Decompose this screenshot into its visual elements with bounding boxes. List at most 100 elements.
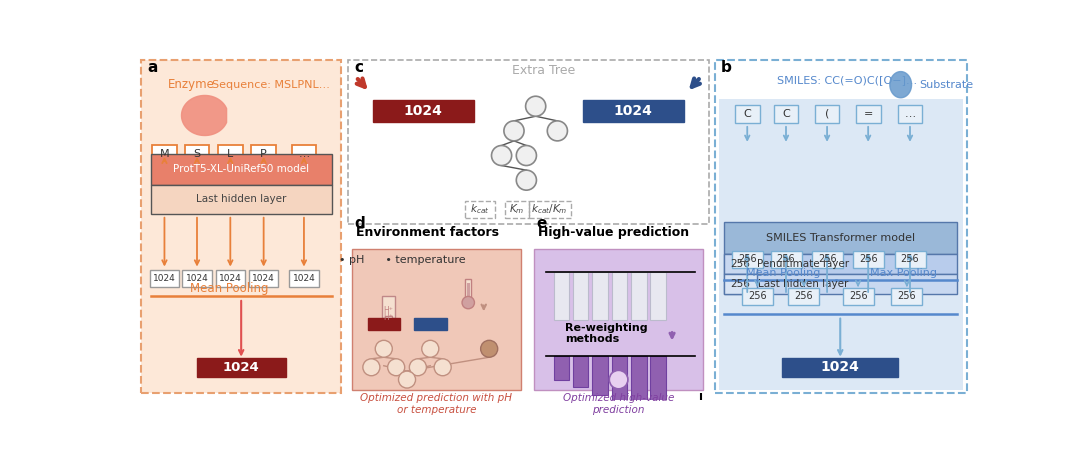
- Text: L: L: [227, 149, 233, 159]
- Polygon shape: [890, 71, 912, 98]
- Text: 256: 256: [777, 255, 795, 264]
- Bar: [292, 145, 316, 163]
- Bar: [724, 254, 757, 274]
- Bar: [373, 100, 474, 122]
- Bar: [150, 154, 332, 185]
- Bar: [842, 288, 874, 305]
- Text: 1024: 1024: [613, 104, 652, 118]
- Text: 256: 256: [795, 291, 813, 301]
- Circle shape: [388, 359, 405, 376]
- Bar: [348, 60, 708, 224]
- Bar: [855, 105, 880, 123]
- Text: Mean Pooling: Mean Pooling: [746, 268, 821, 277]
- Text: 1024: 1024: [293, 274, 315, 283]
- Bar: [650, 272, 666, 320]
- Bar: [252, 145, 276, 163]
- Circle shape: [422, 340, 438, 357]
- Text: Last hidden layer: Last hidden layer: [758, 279, 848, 289]
- Text: 256: 256: [738, 255, 757, 264]
- Bar: [732, 251, 762, 268]
- Text: 256: 256: [901, 255, 919, 264]
- Bar: [715, 60, 967, 393]
- Bar: [150, 185, 332, 214]
- Text: …: …: [298, 149, 310, 159]
- Text: Enzyme: Enzyme: [168, 78, 215, 91]
- Bar: [724, 254, 957, 274]
- Text: $K_m$: $K_m$: [510, 202, 525, 216]
- Bar: [631, 272, 647, 320]
- Circle shape: [526, 96, 545, 116]
- Bar: [197, 358, 286, 377]
- Bar: [185, 145, 210, 163]
- Bar: [382, 296, 394, 318]
- Bar: [367, 318, 400, 330]
- Bar: [465, 279, 471, 303]
- Text: b: b: [721, 60, 732, 75]
- Text: C: C: [782, 109, 789, 119]
- Text: Environment factors: Environment factors: [356, 226, 499, 239]
- Bar: [572, 272, 589, 320]
- Text: 256: 256: [748, 291, 767, 301]
- Bar: [465, 201, 495, 218]
- Text: H⁺: H⁺: [383, 306, 393, 315]
- Text: 1024: 1024: [404, 104, 443, 118]
- Bar: [742, 288, 773, 305]
- Bar: [141, 60, 341, 393]
- Bar: [414, 318, 446, 330]
- Text: d: d: [354, 216, 365, 231]
- Bar: [289, 270, 319, 287]
- Bar: [592, 272, 608, 320]
- Bar: [788, 288, 820, 305]
- Bar: [467, 282, 470, 299]
- Text: P: P: [260, 149, 267, 159]
- Circle shape: [409, 359, 427, 376]
- Bar: [611, 357, 627, 403]
- Bar: [718, 98, 962, 390]
- Text: (: (: [825, 109, 829, 119]
- Text: S: S: [193, 149, 201, 159]
- Text: Re-weighting
methods: Re-weighting methods: [565, 322, 648, 344]
- Bar: [811, 251, 842, 268]
- Text: ProtT5-XL-UniRef50 model: ProtT5-XL-UniRef50 model: [173, 164, 309, 174]
- Text: 256: 256: [730, 279, 751, 289]
- Text: $k_{cat}/ K_m$: $k_{cat}/ K_m$: [531, 202, 568, 216]
- Bar: [554, 357, 569, 379]
- Bar: [897, 105, 922, 123]
- Bar: [724, 274, 957, 294]
- Text: c: c: [354, 60, 363, 75]
- Bar: [891, 288, 922, 305]
- Bar: [852, 251, 883, 268]
- Bar: [583, 100, 684, 122]
- Text: =: =: [864, 109, 873, 119]
- Circle shape: [504, 121, 524, 141]
- Bar: [529, 201, 571, 218]
- Text: e: e: [537, 216, 546, 231]
- Text: 1024: 1024: [253, 274, 275, 283]
- Text: 256: 256: [849, 291, 867, 301]
- Text: a: a: [147, 60, 158, 75]
- Text: 1024: 1024: [219, 274, 242, 283]
- Bar: [770, 251, 801, 268]
- Bar: [216, 270, 245, 287]
- Bar: [572, 357, 589, 387]
- Circle shape: [434, 359, 451, 376]
- Bar: [218, 145, 243, 163]
- Circle shape: [399, 371, 416, 388]
- Text: High-value prediction: High-value prediction: [538, 226, 689, 239]
- Text: Last hidden layer: Last hidden layer: [195, 194, 286, 204]
- Bar: [724, 222, 957, 254]
- Text: Substrate: Substrate: [919, 79, 973, 90]
- Text: Mean Pooling: Mean Pooling: [190, 282, 269, 295]
- Text: M: M: [160, 149, 170, 159]
- Text: 1024: 1024: [222, 361, 259, 374]
- Circle shape: [491, 145, 512, 166]
- Circle shape: [462, 296, 474, 309]
- Text: …: …: [904, 109, 916, 119]
- Circle shape: [516, 170, 537, 190]
- Circle shape: [363, 359, 380, 376]
- Circle shape: [609, 370, 627, 389]
- Polygon shape: [181, 96, 227, 136]
- Text: 1024: 1024: [821, 360, 860, 374]
- Bar: [592, 357, 608, 395]
- Circle shape: [481, 340, 498, 357]
